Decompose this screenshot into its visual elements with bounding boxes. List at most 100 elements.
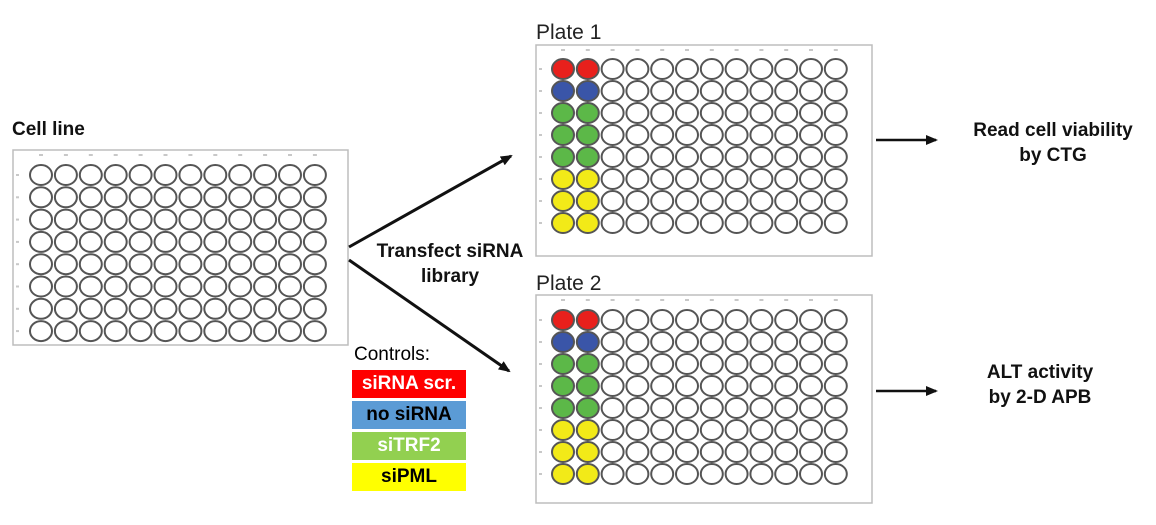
well [600, 441, 625, 463]
well [575, 80, 600, 102]
well [625, 168, 650, 190]
well [799, 190, 823, 212]
well [551, 397, 575, 419]
well [600, 146, 625, 168]
well [575, 190, 600, 212]
well [575, 146, 600, 168]
well [724, 124, 749, 146]
well [625, 124, 650, 146]
well [749, 397, 774, 419]
well [724, 397, 749, 419]
well [29, 164, 53, 186]
well [675, 353, 699, 375]
row-tick [16, 285, 19, 288]
well [278, 297, 302, 320]
well [625, 331, 650, 353]
column-tick [660, 49, 665, 51]
cell-line-title: Cell line [12, 119, 85, 140]
well [103, 253, 128, 276]
well [650, 353, 675, 375]
well [749, 375, 774, 397]
column-tick [809, 49, 813, 51]
row-tick [539, 319, 542, 321]
well [749, 124, 774, 146]
well [302, 208, 327, 231]
well [749, 102, 774, 124]
well [799, 397, 823, 419]
well [749, 419, 774, 441]
well [278, 164, 302, 186]
well [600, 80, 625, 102]
readout-2-label: ALT activity by 2-D APB [950, 360, 1130, 410]
column-tick [660, 299, 665, 301]
well [675, 168, 699, 190]
well [253, 164, 278, 186]
cell-line-plate [12, 149, 349, 346]
well [823, 375, 848, 397]
well [203, 253, 228, 276]
well [724, 309, 749, 331]
well [278, 253, 302, 276]
well [78, 275, 103, 298]
well [551, 441, 575, 463]
well [600, 168, 625, 190]
well [823, 309, 848, 331]
well [575, 397, 600, 419]
row-tick [539, 178, 542, 180]
well [650, 190, 675, 212]
well [749, 309, 774, 331]
well [650, 441, 675, 463]
well [153, 253, 178, 276]
well [799, 168, 823, 190]
well [103, 186, 128, 209]
well [650, 146, 675, 168]
well [53, 208, 78, 231]
transfect-label: Transfect siRNA library [360, 239, 540, 289]
well [749, 353, 774, 375]
well [774, 102, 799, 124]
well [823, 58, 848, 80]
well [575, 124, 600, 146]
readout-1-label: Read cell viability by CTG [947, 118, 1156, 168]
well [650, 212, 675, 234]
well [302, 320, 327, 343]
well [128, 275, 153, 298]
well [600, 331, 625, 353]
well [650, 124, 675, 146]
plate-1-title: Plate 1 [536, 21, 602, 44]
column-tick [63, 154, 68, 156]
well [551, 375, 575, 397]
well [575, 331, 600, 353]
column-tick [39, 154, 43, 156]
well [575, 58, 600, 80]
well [699, 146, 724, 168]
well [103, 320, 128, 343]
well [749, 463, 774, 485]
well [103, 208, 128, 231]
well [650, 168, 675, 190]
arrow-to-plate-1 [348, 154, 513, 249]
readout-1-line-1: Read cell viability [973, 120, 1133, 141]
well [575, 212, 600, 234]
well [78, 253, 103, 276]
well [699, 309, 724, 331]
well [128, 186, 153, 209]
well [625, 441, 650, 463]
well [749, 168, 774, 190]
well [551, 212, 575, 234]
column-tick [113, 154, 118, 156]
well [724, 331, 749, 353]
well [774, 168, 799, 190]
well [600, 212, 625, 234]
well [675, 397, 699, 419]
well [675, 146, 699, 168]
well [650, 331, 675, 353]
well [228, 230, 253, 253]
controls-title: Controls: [354, 344, 431, 365]
well [823, 168, 848, 190]
well [699, 212, 724, 234]
well [600, 102, 625, 124]
well [675, 463, 699, 485]
well [203, 186, 228, 209]
well [53, 186, 78, 209]
